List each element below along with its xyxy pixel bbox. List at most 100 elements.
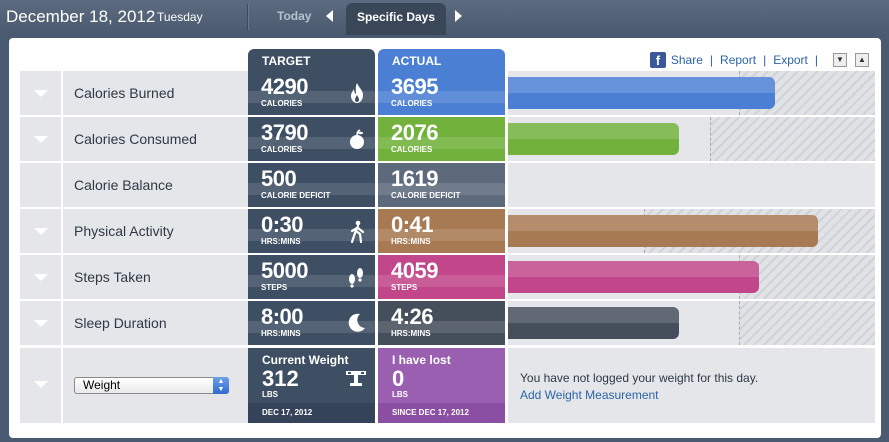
prev-day-arrow-icon[interactable] xyxy=(326,10,333,22)
tab-specific-days[interactable]: Specific Days xyxy=(346,3,446,35)
collapse-down-icon[interactable]: ▼ xyxy=(833,53,847,67)
selected-day: Tuesday xyxy=(157,10,203,24)
weight-lost-title: I have lost xyxy=(392,353,451,367)
metric-label: Sleep Duration xyxy=(63,301,248,345)
target-unit: HRS:MINS xyxy=(261,329,301,338)
actual-unit: CALORIE DEFICIT xyxy=(391,191,461,200)
target-value: 8:00 xyxy=(261,304,304,329)
walker-icon xyxy=(347,220,367,249)
target-value: 4290 xyxy=(261,74,308,99)
target-zone-hatch xyxy=(739,301,875,345)
target-cell: 3790 CALORIES xyxy=(248,117,375,161)
progress-track xyxy=(508,163,875,207)
select-arrows-icon[interactable]: ▲ ▼ xyxy=(213,377,229,394)
weight-select-value: Weight xyxy=(83,378,121,392)
next-day-arrow-icon[interactable] xyxy=(455,10,462,22)
separator: | xyxy=(814,53,818,67)
metric-label: Steps Taken xyxy=(63,255,248,299)
weight-label-cell: Weight ▲ ▼ xyxy=(63,348,248,423)
expand-arrow-icon[interactable] xyxy=(20,255,61,299)
target-cell: 0:30 HRS:MINS xyxy=(248,209,375,253)
metric-label: Calorie Balance xyxy=(63,163,248,207)
actual-cell: 2076 CALORIES xyxy=(378,117,505,161)
target-unit: HRS:MINS xyxy=(261,237,301,246)
cell-stripe xyxy=(378,229,505,241)
footprints-icon xyxy=(345,266,367,293)
divider xyxy=(247,4,248,30)
expand-arrow-icon[interactable] xyxy=(20,117,61,161)
progress-track xyxy=(508,71,875,115)
facebook-icon[interactable]: f xyxy=(649,52,666,68)
target-cell: 500 CALORIE DEFICIT xyxy=(248,163,375,207)
progress-bar xyxy=(508,77,775,109)
add-weight-link[interactable]: Add Weight Measurement xyxy=(520,388,659,402)
metric-row: Sleep Duration 8:00 HRS:MINS 4:26 HRS:MI… xyxy=(20,301,875,345)
progress-track xyxy=(508,209,875,253)
cell-stripe xyxy=(378,137,505,149)
target-cell: 8:00 HRS:MINS xyxy=(248,301,375,345)
weight-row: Weight ▲ ▼ Current Weight 312 LBS DEC 17,… xyxy=(20,348,875,423)
metric-row: Calories Consumed 3790 CALORIES 2076 CAL… xyxy=(20,117,875,161)
current-weight-cell: Current Weight 312 LBS DEC 17, 2012 xyxy=(248,348,375,423)
flame-icon xyxy=(347,82,367,109)
target-value: 500 xyxy=(261,166,297,191)
actual-unit: CALORIES xyxy=(391,99,433,108)
weight-select[interactable]: Weight ▲ ▼ xyxy=(74,377,229,394)
actual-value: 4:26 xyxy=(391,304,434,329)
separator: | xyxy=(709,53,714,67)
expand-arrow-icon[interactable] xyxy=(20,348,61,423)
cell-stripe xyxy=(378,321,505,333)
target-cell: 4290 CALORIES xyxy=(248,71,375,115)
metric-label: Calories Burned xyxy=(63,71,248,115)
scale-icon xyxy=(346,371,366,386)
metric-row: Calories Burned 4290 CALORIES 3695 CALOR… xyxy=(20,71,875,115)
progress-bar xyxy=(508,261,759,293)
metric-label: Physical Activity xyxy=(63,209,248,253)
progress-track xyxy=(508,301,875,345)
target-unit: CALORIE DEFICIT xyxy=(261,191,331,200)
current-weight-value: 312 xyxy=(262,366,299,391)
cell-stripe xyxy=(378,91,505,103)
actual-cell: 3695 CALORIES xyxy=(378,71,505,115)
moon-icon xyxy=(345,312,367,339)
weight-empty-message: You have not logged your weight for this… xyxy=(520,371,759,385)
cell-stripe xyxy=(378,183,505,195)
collapse-up-icon[interactable]: ▲ xyxy=(855,53,869,67)
current-weight-unit: LBS xyxy=(262,390,278,399)
apple-icon xyxy=(347,128,367,155)
row-toggle-placeholder xyxy=(20,163,61,207)
tab-today[interactable]: Today xyxy=(277,9,312,23)
cell-stripe xyxy=(248,321,375,333)
report-link[interactable]: Report xyxy=(720,53,757,67)
actual-unit: HRS:MINS xyxy=(391,329,431,338)
export-link[interactable]: Export xyxy=(773,53,808,67)
weight-message-area: You have not logged your weight for this… xyxy=(508,348,875,423)
dashboard-panel: f Share | Report | Export | ▼ ▲ TARGET A… xyxy=(9,38,881,438)
current-weight-date: DEC 17, 2012 xyxy=(248,403,375,423)
cell-stripe xyxy=(248,229,375,241)
target-unit: CALORIES xyxy=(261,99,303,108)
separator: | xyxy=(763,53,767,67)
cell-stripe xyxy=(248,275,375,287)
metric-row: Physical Activity 0:30 HRS:MINS 0:41 HRS… xyxy=(20,209,875,253)
actual-value: 2076 xyxy=(391,120,438,145)
target-zone-hatch xyxy=(710,117,875,161)
target-value: 0:30 xyxy=(261,212,304,237)
top-bar: December 18, 2012 Tuesday Today Specific… xyxy=(0,0,889,35)
expand-arrow-icon[interactable] xyxy=(20,209,61,253)
progress-bar xyxy=(508,215,818,247)
cell-stripe xyxy=(248,183,375,195)
progress-bar xyxy=(508,307,679,339)
progress-track xyxy=(508,117,875,161)
target-unit: STEPS xyxy=(261,283,288,292)
expand-arrow-icon[interactable] xyxy=(20,301,61,345)
expand-arrow-icon[interactable] xyxy=(20,71,61,115)
actual-value: 3695 xyxy=(391,74,438,99)
target-unit: CALORIES xyxy=(261,145,303,154)
progress-bar xyxy=(508,123,679,155)
actual-unit: HRS:MINS xyxy=(391,237,431,246)
actual-unit: CALORIES xyxy=(391,145,433,154)
progress-track xyxy=(508,255,875,299)
share-link[interactable]: Share xyxy=(670,53,703,67)
cell-stripe xyxy=(378,275,505,287)
